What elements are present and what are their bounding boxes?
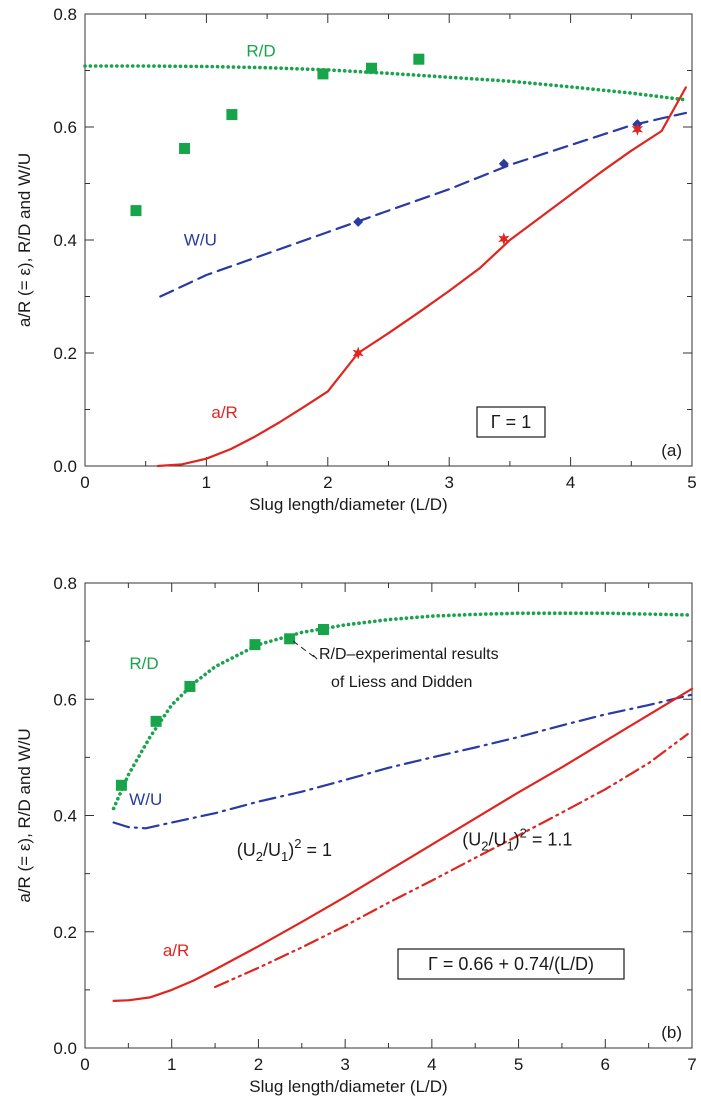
x-axis-title: Slug length/diameter (L/D) [249,495,447,514]
equation-sup: 2 [294,836,301,851]
y-tick-label: 0.0 [53,1039,77,1058]
equation-base: (U [237,840,256,860]
series-label: W/U [184,231,217,250]
series-label: R/D [246,41,275,60]
equation-sub1: 2 [481,839,488,854]
panel-a-chart: 0 1 2 3 4 5 0.0 0.2 0.4 0.6 0.8 Slug length/diamete… [15,5,697,514]
x-tick-label: 2 [323,473,332,492]
y-tick-label: 0.4 [53,807,77,826]
series-line-u2-u1-2-1-1 [214,733,689,989]
equation-label: (U2/U1)2 = 1 [237,836,332,864]
y-axis-title: a/R (= ε), R/D and W/U [15,728,34,902]
equation-sub2: 1 [506,839,513,854]
rd-data-point [366,62,378,74]
series-line-u2-u1-2-1 [112,687,694,1002]
rd-data-point [179,142,191,154]
series-label: R/D [129,654,158,673]
rd-data-point [115,779,127,791]
ar-data-point [498,232,510,246]
x-tick-label: 7 [687,1055,696,1074]
x-tick-label: 1 [167,1055,176,1074]
series-line-w-u [112,693,694,830]
y-tick-label: 0.8 [53,574,77,593]
x-tick-label: 5 [687,473,696,492]
ar-data-point [631,122,643,136]
y-tick-label: 0.6 [53,690,77,709]
wu-data-point [353,216,364,227]
panel-tag: (b) [661,1023,682,1042]
y-axis-title: a/R (= ε), R/D and W/U [15,153,34,327]
equation-close: ) [514,830,520,850]
series-line-w-u [159,111,687,298]
x-tick-label: 4 [566,473,575,492]
rd-data-point [226,109,238,121]
rd-data-point [284,633,296,645]
annotation-leader [292,640,318,660]
rd-data-point [317,68,329,80]
y-tick-label: 0.0 [53,457,77,476]
equation-sub1: 2 [256,849,263,864]
panel-tag: (a) [661,441,682,460]
gamma-label: Γ = 1 [491,412,531,432]
rd-data-point [317,624,329,635]
x-tick-label: 1 [202,473,211,492]
x-tick-label: 0 [80,473,89,492]
rd-data-point [413,53,425,65]
y-tick-label: 0.2 [53,344,77,363]
rd-data-point [249,639,261,651]
equation-mid: /U [488,830,506,850]
x-tick-label: 2 [254,1055,263,1074]
series-label: a/R [163,941,189,960]
equation-sup: 2 [520,826,527,841]
equation-close: ) [288,840,294,860]
rd-data-point [184,680,196,692]
equation-base: (U [462,830,481,850]
gamma-label: Γ = 0.66 + 0.74/(L/D) [428,954,594,974]
equation-mid: /U [263,840,281,860]
equation-label: (U2/U1)2 = 1.1 [462,826,572,854]
x-tick-label: 0 [80,1055,89,1074]
series-line-a-r [156,86,687,468]
x-tick-label: 3 [444,473,453,492]
gamma-box [397,948,625,980]
x-tick-label: 6 [601,1055,610,1074]
x-tick-label: 5 [514,1055,523,1074]
equation-tail: = 1.1 [527,830,573,850]
y-tick-label: 0.4 [53,231,77,250]
series-label: a/R [211,403,237,422]
annotation-text: of Liess and Didden [331,674,472,691]
annotation-text: R/D–experimental results [319,646,499,663]
y-tick-label: 0.8 [53,5,77,24]
x-axis-title: Slug length/diameter (L/D) [249,1077,447,1096]
plot-frame [84,13,693,467]
series-line-r-d [83,64,688,102]
y-tick-label: 0.6 [53,118,77,137]
wu-data-point [498,158,509,169]
ar-data-point [352,346,364,360]
series-label: W/U [129,790,162,809]
y-tick-label: 0.2 [53,923,77,942]
series-line-r-d [111,611,694,811]
gamma-box [476,406,546,438]
equation-tail: = 1 [301,840,332,860]
equation-sub2: 1 [281,849,288,864]
x-tick-label: 3 [340,1055,349,1074]
rd-data-point [150,715,162,727]
rd-data-point [130,205,142,217]
x-tick-label: 4 [427,1055,436,1074]
